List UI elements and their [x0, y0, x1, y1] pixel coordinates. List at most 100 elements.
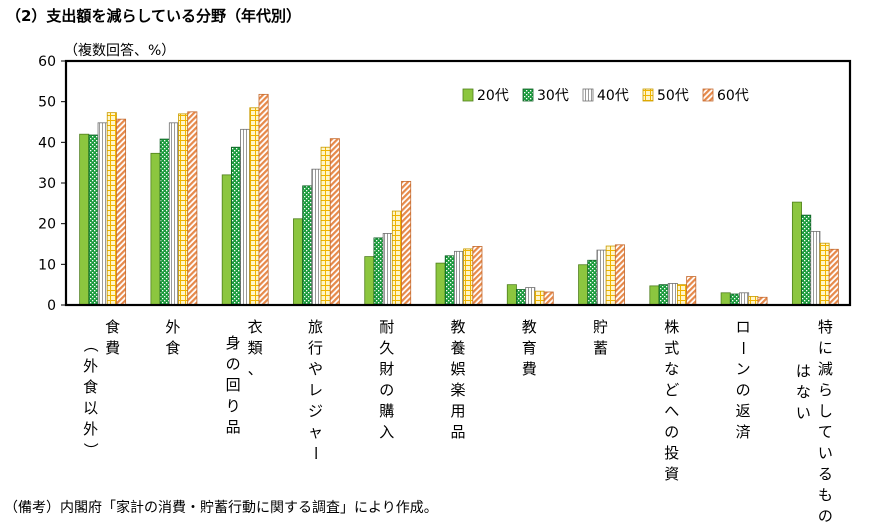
legend-swatch-60代 [702, 88, 714, 102]
bar-30代-9 [729, 293, 740, 306]
x-tick-label-6: 育 [522, 339, 537, 357]
bar-40代-3 [311, 168, 322, 306]
x-tick-label-8: の [664, 423, 679, 441]
bar-20代-8 [649, 285, 660, 306]
x-tick-label-3: や [308, 360, 323, 378]
x-tick-label-5: 教 [450, 318, 465, 336]
bar-40代-6 [525, 287, 536, 306]
x-tick-label-10: も [818, 486, 833, 504]
legend-label: 50代 [657, 88, 689, 104]
x-tick-label-2: 類 [248, 339, 263, 357]
bar-50代-3 [320, 146, 331, 306]
x-tick-label-9: ン [736, 360, 751, 378]
bar-30代-1 [159, 138, 170, 306]
bar-60代-3 [329, 138, 340, 306]
legend-label: 60代 [717, 88, 749, 104]
x-tick-label-10: の [818, 507, 833, 525]
bar-60代-5 [472, 246, 483, 306]
bar-40代-10 [810, 230, 821, 306]
x-tick-label-2: 身 [226, 334, 241, 352]
y-tick-label: 40 [38, 135, 56, 151]
bar-60代-1 [187, 111, 198, 306]
bar-20代-7 [578, 264, 589, 306]
bar-30代-2 [230, 146, 241, 306]
bar-50代-6 [534, 290, 545, 306]
bar-30代-0 [88, 134, 99, 306]
bar-60代-8 [686, 276, 697, 306]
x-tick-label-10: い [818, 444, 833, 462]
source-note: （備考）内閣府「家計の消費・貯蓄行動に関する調査」により作成。 [4, 500, 438, 516]
x-tick-label-0: （ [82, 337, 100, 352]
x-tick-label-3: ャ [308, 423, 323, 441]
x-tick-label-0: 外 [83, 420, 98, 438]
bar-50代-0 [106, 112, 117, 306]
x-tick-label-10: は [796, 362, 811, 380]
x-tick-label-7: 貯 [593, 318, 608, 336]
bar-60代-6 [543, 291, 554, 306]
x-tick-label-2: 品 [226, 418, 241, 436]
x-tick-label-4: 購 [379, 402, 394, 420]
bar-50代-7 [605, 245, 616, 306]
x-tick-label-2: り [226, 397, 241, 415]
x-tick-label-5: 養 [450, 339, 465, 357]
legend: 20代 30代 40代 50代 60代 [462, 88, 749, 104]
bar-30代-4 [373, 237, 384, 306]
x-tick-label-4: 入 [379, 423, 394, 441]
x-tick-label-5: 娯 [450, 360, 465, 378]
bar-30代-3 [302, 185, 313, 306]
bar-30代-8 [658, 284, 669, 306]
x-tick-label-0: 食 [83, 378, 98, 396]
y-tick-label: 20 [38, 217, 56, 233]
x-tick-label-4: の [379, 381, 394, 399]
x-tick-label-6: 費 [522, 360, 537, 378]
x-tick-label-10: ら [818, 381, 833, 399]
x-tick-label-5: 品 [450, 423, 465, 441]
x-tick-label-9: ロ [736, 318, 751, 336]
bar-40代-1 [168, 122, 179, 306]
x-tick-label-9: 返 [736, 402, 751, 420]
legend-swatch-30代 [522, 88, 534, 102]
x-tick-label-10: て [818, 423, 833, 441]
bar-50代-4 [391, 210, 402, 306]
bar-60代-2 [258, 93, 269, 306]
bar-30代-7 [587, 259, 598, 306]
bar-20代-2 [221, 174, 232, 306]
x-tick-label-4: 耐 [379, 318, 394, 336]
x-tick-label-4: 財 [379, 360, 394, 378]
legend-label: 30代 [537, 88, 569, 104]
x-tick-label-3: ジ [308, 402, 323, 420]
bar-60代-7 [614, 244, 625, 306]
bar-40代-2 [240, 128, 251, 306]
bar-50代-1 [178, 113, 189, 306]
unit-label: （複数回答、%） [64, 43, 176, 59]
bar-30代-5 [444, 255, 455, 306]
bar-40代-5 [453, 250, 464, 306]
bar-20代-6 [506, 284, 517, 306]
bar-40代-4 [382, 233, 393, 306]
x-tick-label-8: な [664, 360, 679, 378]
bar-60代-0 [116, 118, 127, 306]
x-tick-label-6: 教 [522, 318, 537, 336]
bar-50代-5 [463, 248, 474, 306]
x-tick-label-5: 楽 [450, 381, 465, 399]
x-tick-label-8: 投 [664, 444, 679, 462]
x-tick-label-0: 費 [105, 339, 120, 357]
bar-40代-9 [739, 292, 750, 306]
x-tick-label-8: ど [664, 381, 679, 399]
x-tick-label-0: 食 [105, 318, 120, 336]
y-tick-label: 30 [38, 176, 56, 192]
plot-frame [64, 59, 852, 307]
x-tick-label-3: ー [306, 445, 324, 460]
x-tick-label-0: ） [82, 442, 100, 457]
bar-30代-10 [801, 214, 812, 306]
bar-20代-5 [435, 262, 446, 306]
x-tick-label-5: 用 [450, 402, 465, 420]
x-tick-label-3: 旅 [308, 318, 323, 336]
x-tick-label-9: ー [734, 340, 752, 355]
y-tick-label: 0 [47, 298, 56, 314]
bar-60代-9 [757, 296, 768, 306]
bar-40代-8 [667, 283, 678, 306]
legend-label: 40代 [597, 88, 629, 104]
bar-40代-0 [97, 122, 108, 306]
x-tick-label-10: 減 [818, 360, 833, 378]
